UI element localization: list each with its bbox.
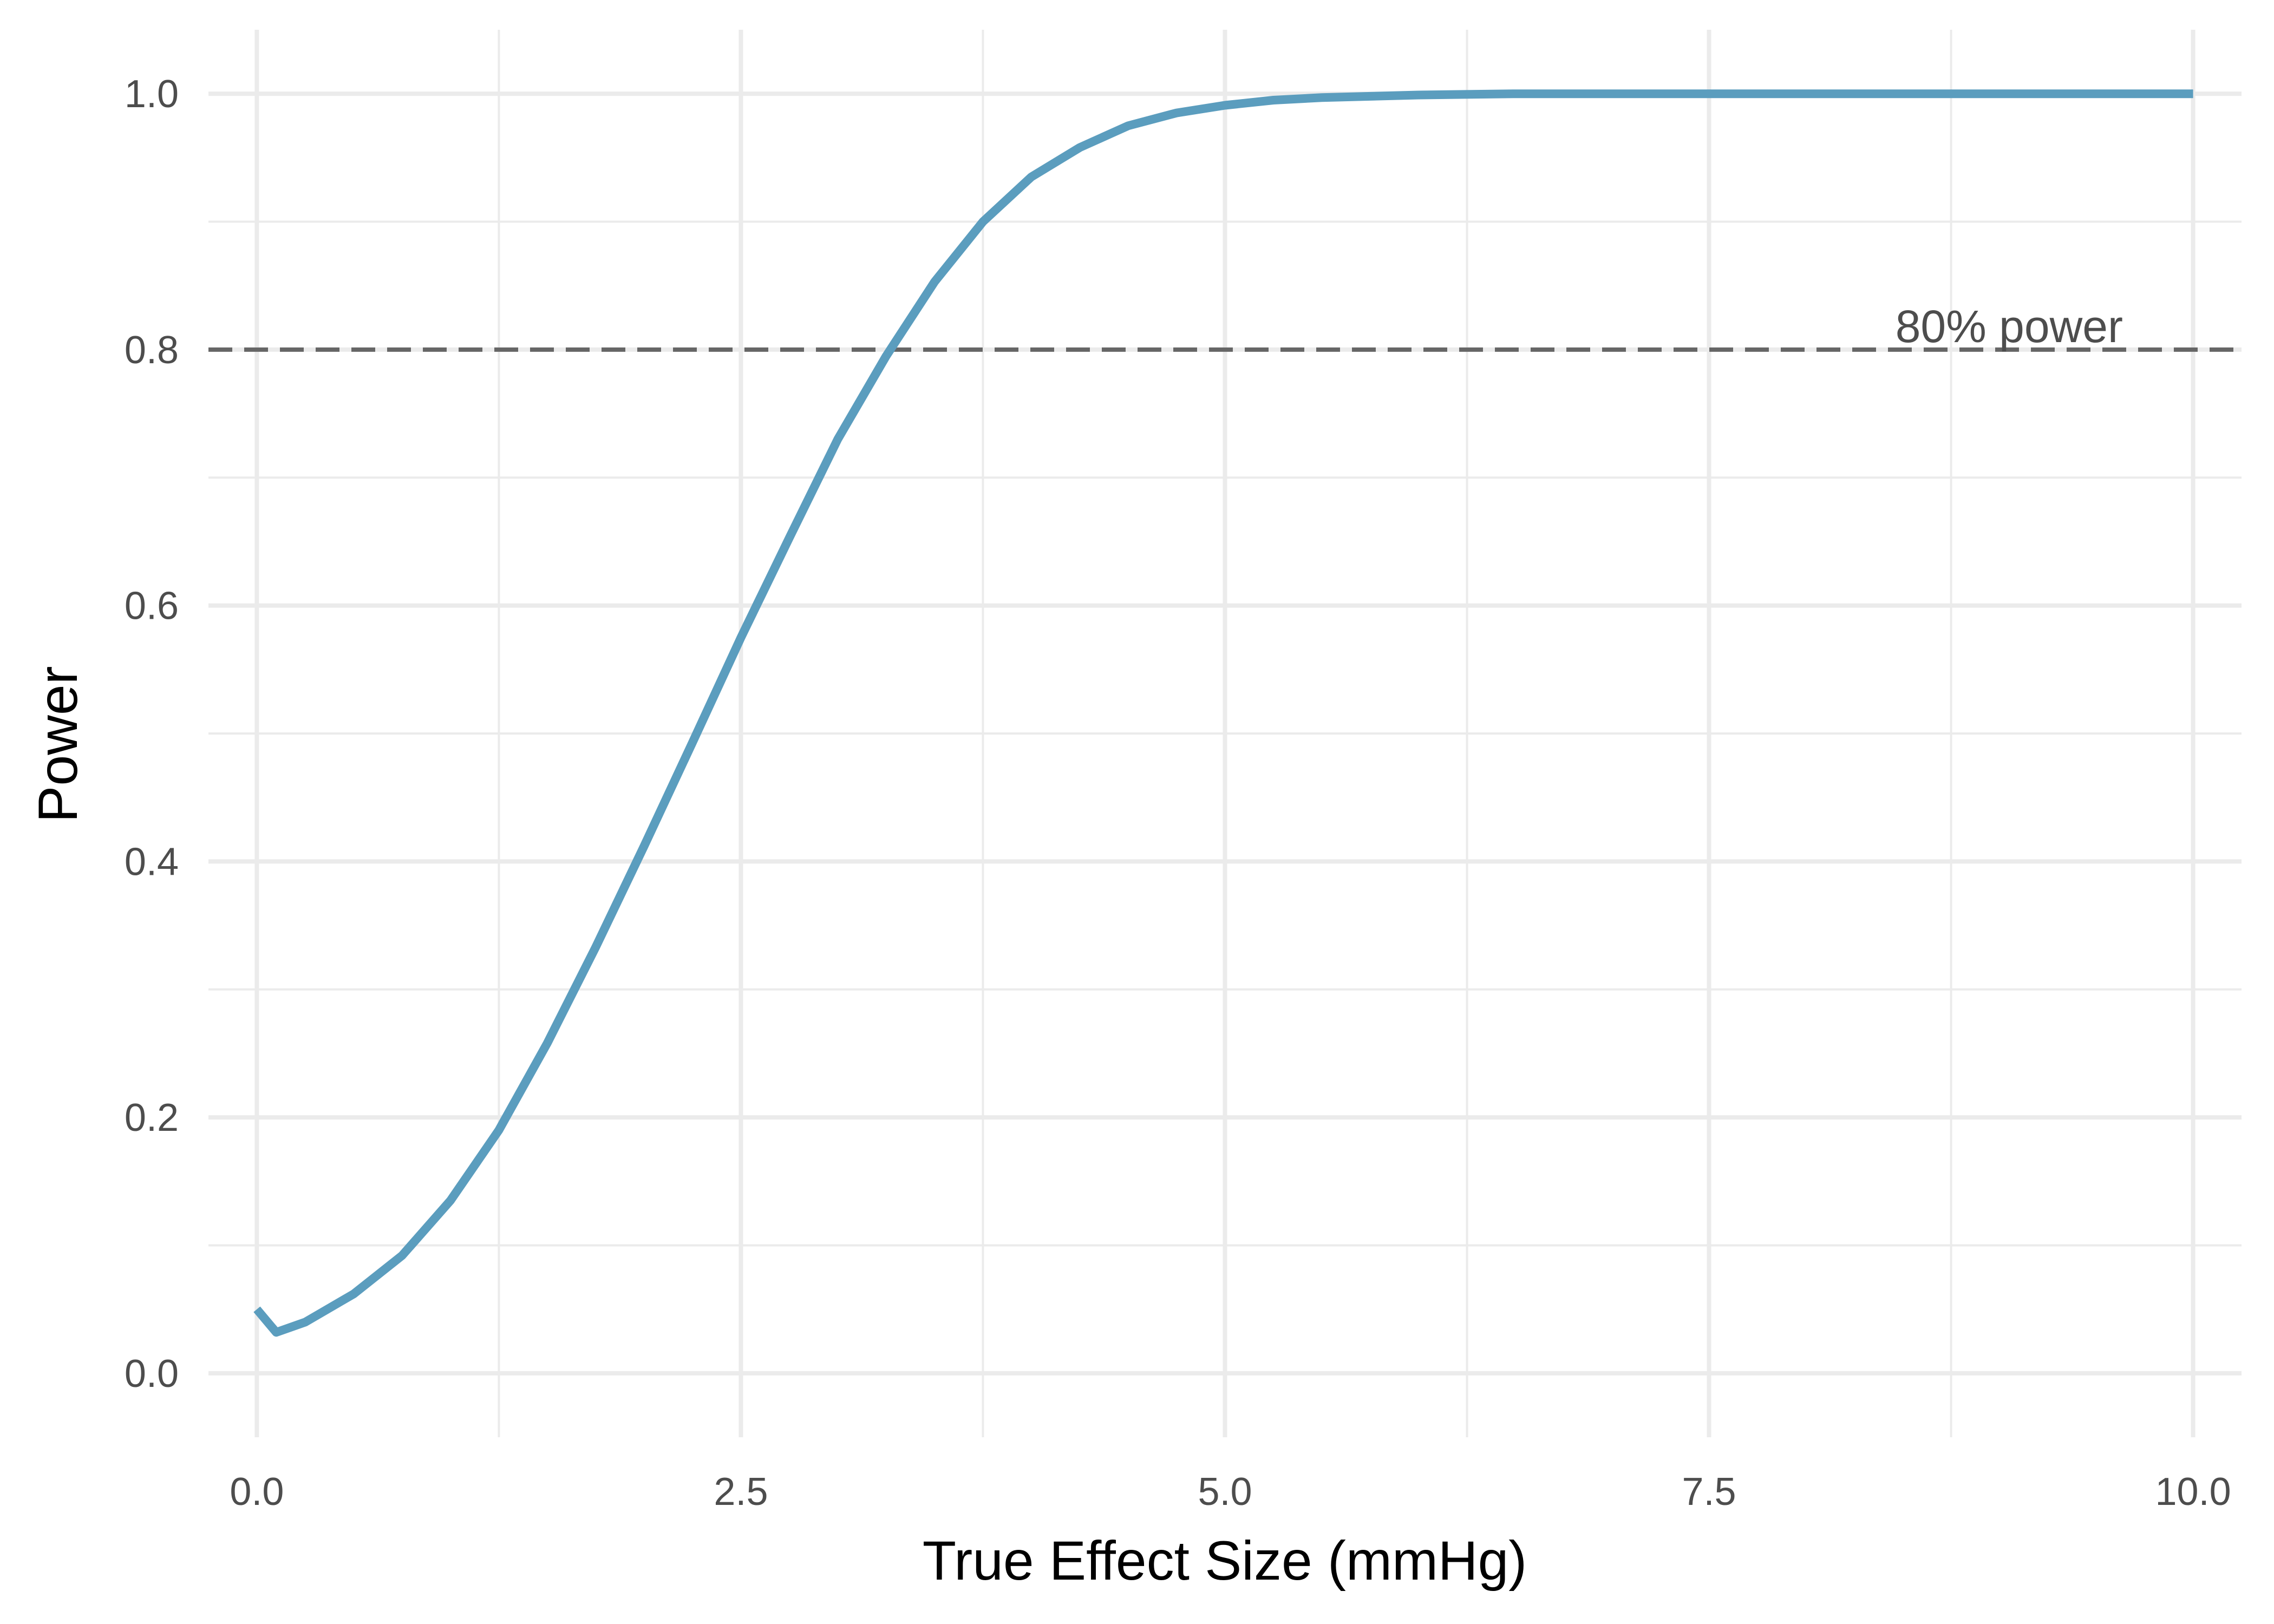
y-axis-tick-labels: 0.0 0.2 0.4 0.6 0.8 1.0 (125, 73, 179, 1396)
reference-line-label: 80% power (1896, 301, 2123, 352)
y-tick-label: 0.6 (125, 585, 179, 628)
x-tick-label: 10.0 (2155, 1470, 2231, 1514)
x-tick-label: 5.0 (1198, 1470, 1252, 1514)
reference-lines: 80% power (208, 301, 2242, 352)
y-tick-label: 0.4 (125, 840, 179, 883)
x-tick-label: 0.0 (230, 1470, 284, 1514)
x-axis-tick-labels: 0.0 2.5 5.0 7.5 10.0 (230, 1470, 2231, 1514)
y-tick-label: 0.2 (125, 1096, 179, 1140)
power-curve-line (253, 89, 2193, 1337)
x-tick-label: 7.5 (1682, 1470, 1736, 1514)
y-tick-label: 0.8 (125, 329, 179, 372)
x-axis-title: True Effect Size (mmHg) (923, 1530, 1527, 1592)
x-tick-label: 2.5 (714, 1470, 768, 1514)
y-tick-label: 1.0 (125, 73, 179, 116)
y-axis-title: Power (27, 666, 89, 822)
series-layer (253, 89, 2193, 1337)
y-tick-label: 0.0 (125, 1352, 179, 1396)
